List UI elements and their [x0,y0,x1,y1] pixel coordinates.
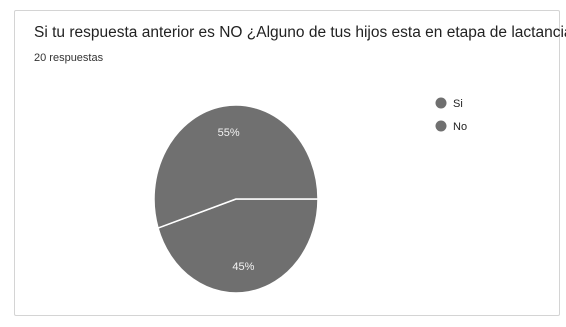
pie-slices [153,104,319,294]
pie-labels: 45% 55% [218,127,255,273]
legend-label-no: No [453,121,467,133]
response-count: 20 respuestas [34,52,104,64]
slice-label-si: 45% [232,261,254,273]
legend-swatch-no [435,120,447,132]
legend-label-si: Si [453,98,463,110]
legend-swatch-si [435,97,447,109]
slice-label-no: 55% [218,127,240,139]
pie-slice-si[interactable] [157,198,319,294]
question-title: Si tu respuesta anterior es NO ¿Alguno d… [34,24,566,41]
pie-slice-no[interactable] [153,104,319,230]
legend-item-no[interactable]: No [435,120,468,134]
legend-item-si[interactable]: Si [435,97,463,111]
legend: Si No [435,97,468,134]
